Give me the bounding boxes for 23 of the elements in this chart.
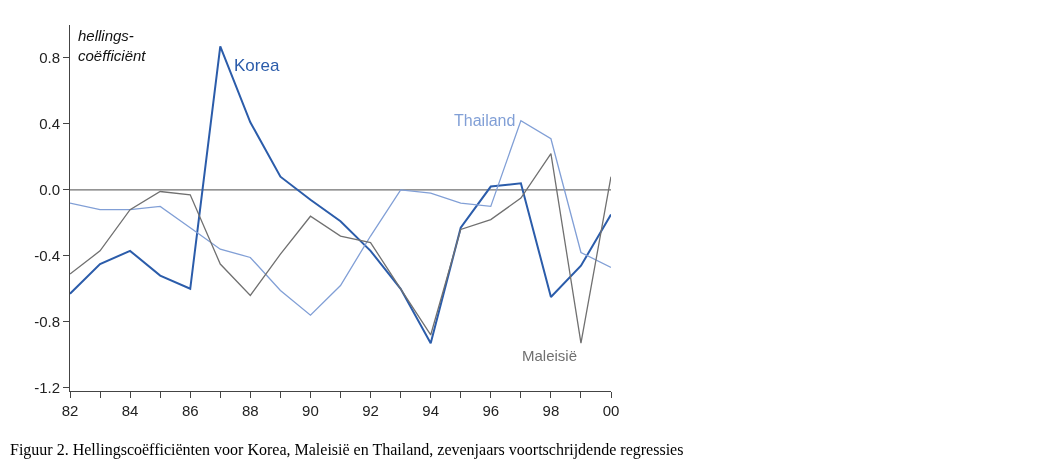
y-tick-label: -0.8 [34,313,60,331]
text: Figuur 2. Hellingscoëfficiënten voor Korea, Maleisië en Thailand, zevenjaars voortschrijdende regressies [10,441,684,459]
x-tick-label: 90 [302,402,319,419]
y-tick-label: 0.0 [39,181,60,199]
line-series [70,152,611,344]
x-tick-label: 96 [482,402,500,419]
y-tick-label: 0.8 [39,49,60,67]
y-tick-label: -1.2 [34,378,60,396]
x-tick-label: 98 [542,402,560,419]
x-tick-label: 84 [121,402,139,419]
series-label: Korea [234,56,280,75]
y-axis-title: hellings- coëfficiënt [78,27,147,64]
x-tick-label: 82 [61,402,79,419]
x-tick-label: 88 [241,402,259,419]
x-tick-label: 94 [422,402,440,419]
x-tick-label: 92 [362,402,379,419]
x-tick-label: 00 [602,402,620,419]
y-tick-label: 0.4 [39,115,60,133]
series-label: Maleisië [522,347,578,364]
x-tick-label: 86 [181,402,199,419]
series-label: Thailand [454,112,516,129]
y-tick-label: -0.4 [34,247,60,265]
line-series [70,45,611,345]
